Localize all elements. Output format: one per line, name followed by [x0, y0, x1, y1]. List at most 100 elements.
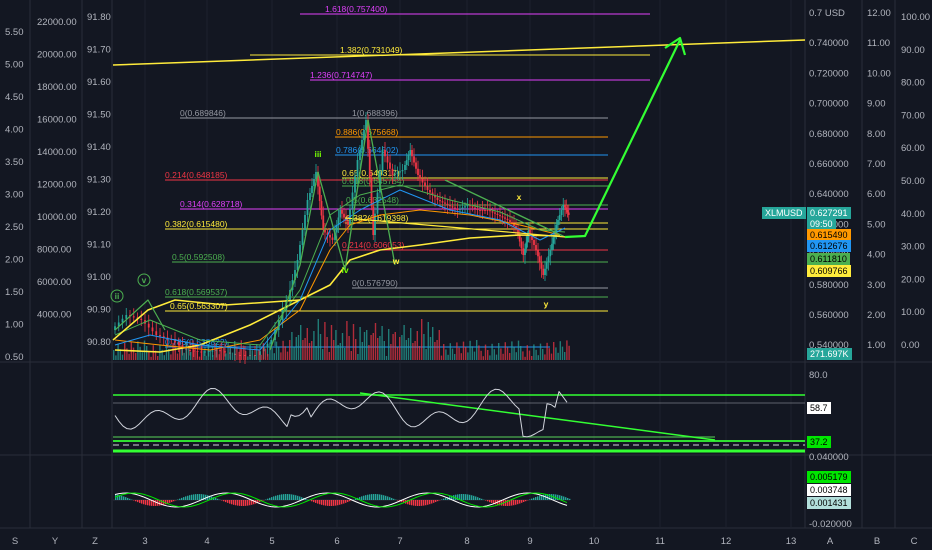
volume-bar [227, 341, 229, 360]
volume-bar [478, 345, 480, 360]
volume-bar [449, 343, 451, 360]
candle-body [469, 205, 471, 207]
volume-bar [515, 352, 517, 360]
macd-bar [127, 497, 129, 500]
price-scale-label: 0.640000 [809, 189, 849, 200]
volume-bar [363, 332, 366, 360]
candle-body [566, 210, 569, 213]
candle-body [421, 178, 424, 183]
fib-level-label: 1.236(0.714747) [310, 70, 373, 80]
macd-bar [361, 496, 363, 500]
candle-body [444, 202, 446, 204]
macd-bar [301, 497, 303, 500]
rsi-trend-line [359, 392, 716, 441]
macd-bar [231, 500, 233, 505]
macd-bar [239, 500, 241, 506]
candle-body [413, 156, 415, 163]
ascending-yellow-line [112, 299, 301, 341]
volume-bar [414, 341, 416, 360]
left-scale-a-label: 0.50 [5, 352, 24, 363]
volume-bar [366, 330, 368, 360]
macd-bar [273, 496, 275, 500]
macd-bar [341, 500, 343, 505]
volume-bar [330, 325, 333, 360]
fib-level-label: 1(0.688396) [352, 108, 398, 118]
macd-bar [345, 500, 347, 503]
right-scale-b-label: 2.00 [867, 310, 886, 321]
candle-body [381, 150, 384, 172]
volume-bar [251, 350, 253, 360]
volume-bar [511, 341, 513, 360]
candle-body [224, 351, 226, 353]
left-scale-c-label: 90.90 [87, 305, 111, 316]
macd-bar [161, 500, 163, 506]
macd-bar [389, 497, 391, 500]
price-scale-label: 0.720000 [809, 68, 849, 79]
candle-body [365, 120, 367, 130]
candle-body [515, 226, 517, 228]
macd-bar [125, 497, 127, 500]
volume-bar [278, 347, 280, 360]
volume-bar [467, 352, 469, 360]
candle-body [121, 318, 124, 323]
volume-bar [141, 352, 143, 360]
macd-bar [267, 498, 269, 500]
volume-bar [524, 356, 526, 360]
macd-bar [145, 500, 147, 505]
macd-bar [531, 498, 533, 500]
volume-bar [568, 345, 570, 360]
candle-body [436, 197, 439, 200]
price-badge: 0.611810 [807, 253, 850, 265]
candle-body [367, 120, 369, 149]
macd-bar [401, 500, 403, 503]
volume-bar [214, 343, 216, 360]
macd-bar [377, 494, 379, 500]
volume-bar [346, 321, 348, 360]
macd-bar [213, 497, 215, 500]
volume-bar [139, 346, 141, 360]
volume-bar [348, 336, 350, 360]
macd-bar [433, 500, 435, 503]
volume-bar [469, 340, 471, 360]
volume-bar [157, 356, 159, 360]
candle-body [147, 323, 150, 328]
price-badge: 0.612676 [807, 240, 851, 252]
macd-bar [415, 500, 417, 506]
macd-bar [511, 500, 513, 506]
volume-bar [181, 347, 183, 360]
volume-bar [561, 346, 564, 360]
macd-bar [441, 499, 443, 500]
fib-level-label: 1.618(0.757400) [325, 4, 388, 14]
candle-body [451, 206, 454, 208]
volume-bar [372, 333, 374, 360]
volume-bar [522, 351, 524, 360]
scale-button: A [827, 536, 834, 547]
fib-level-label: 0.618(0.569537) [165, 287, 228, 297]
candle-body [368, 148, 371, 178]
left-scale-a-label: 4.50 [5, 92, 24, 103]
volume-bar [240, 340, 242, 360]
fib-level-label: 0.5(0.632548) [346, 195, 399, 205]
volume-bar [438, 330, 440, 360]
candle-body [411, 150, 413, 157]
volume-bar [361, 342, 363, 360]
volume-bar [209, 349, 212, 360]
left-scale-c-label: 90.80 [87, 337, 111, 348]
wave-label: ii [115, 291, 120, 301]
volume-bar [513, 346, 515, 360]
price-badge: 0.627291 [807, 207, 851, 219]
candle-body [174, 340, 176, 343]
macd-bar [337, 500, 339, 506]
candle-body [394, 173, 396, 175]
candle-body [479, 210, 481, 211]
candle-body [441, 201, 444, 203]
candle-body [520, 241, 523, 249]
volume-bar [258, 349, 260, 360]
volume-bar [465, 347, 467, 360]
volume-bar [264, 348, 267, 360]
macd-bar [411, 500, 413, 506]
left-scale-a-label: 3.00 [5, 190, 24, 201]
resistance-trend-line [112, 39, 806, 66]
macd-bar [189, 495, 191, 500]
